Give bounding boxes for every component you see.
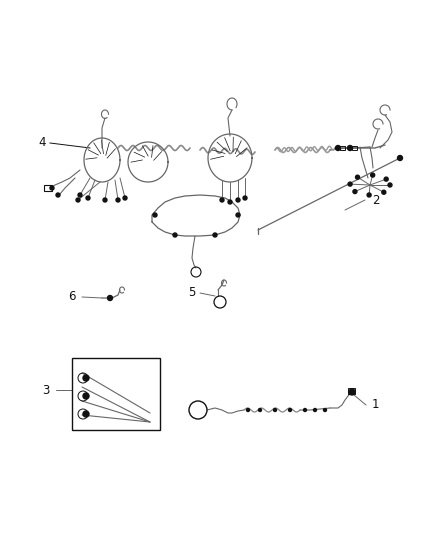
- Circle shape: [78, 193, 82, 197]
- Circle shape: [236, 213, 240, 217]
- Circle shape: [347, 146, 353, 150]
- Circle shape: [83, 393, 89, 399]
- Bar: [348, 388, 355, 394]
- Circle shape: [273, 408, 276, 411]
- Bar: [352, 146, 357, 150]
- Circle shape: [243, 196, 247, 200]
- Circle shape: [382, 190, 386, 194]
- Text: 3: 3: [42, 384, 49, 397]
- Circle shape: [324, 408, 326, 411]
- Circle shape: [86, 196, 90, 200]
- Circle shape: [371, 173, 374, 177]
- Circle shape: [173, 233, 177, 237]
- Circle shape: [384, 177, 388, 181]
- Circle shape: [83, 375, 89, 381]
- Circle shape: [83, 411, 89, 417]
- Circle shape: [247, 408, 250, 411]
- Circle shape: [349, 389, 355, 395]
- Circle shape: [388, 183, 392, 187]
- Circle shape: [116, 198, 120, 202]
- Circle shape: [367, 193, 371, 197]
- Circle shape: [153, 213, 157, 217]
- Circle shape: [103, 198, 107, 202]
- Bar: [72, 358, 160, 430]
- Circle shape: [348, 182, 352, 186]
- Text: 4: 4: [38, 136, 46, 149]
- Circle shape: [228, 200, 232, 204]
- Bar: [340, 146, 345, 150]
- Text: 6: 6: [68, 290, 75, 303]
- Circle shape: [304, 408, 307, 411]
- Text: 2: 2: [372, 193, 379, 206]
- Circle shape: [314, 408, 317, 411]
- Circle shape: [353, 190, 357, 193]
- Circle shape: [50, 186, 54, 190]
- Circle shape: [258, 408, 261, 411]
- Circle shape: [220, 198, 224, 202]
- Circle shape: [236, 198, 240, 202]
- Circle shape: [213, 233, 217, 237]
- Circle shape: [356, 175, 360, 179]
- Circle shape: [107, 295, 113, 301]
- Circle shape: [123, 196, 127, 200]
- Circle shape: [56, 193, 60, 197]
- Bar: [44, 185, 52, 191]
- Circle shape: [289, 408, 292, 411]
- Text: 1: 1: [372, 399, 379, 411]
- Circle shape: [398, 156, 403, 160]
- Circle shape: [336, 146, 340, 150]
- Circle shape: [76, 198, 80, 202]
- Text: 5: 5: [188, 287, 195, 300]
